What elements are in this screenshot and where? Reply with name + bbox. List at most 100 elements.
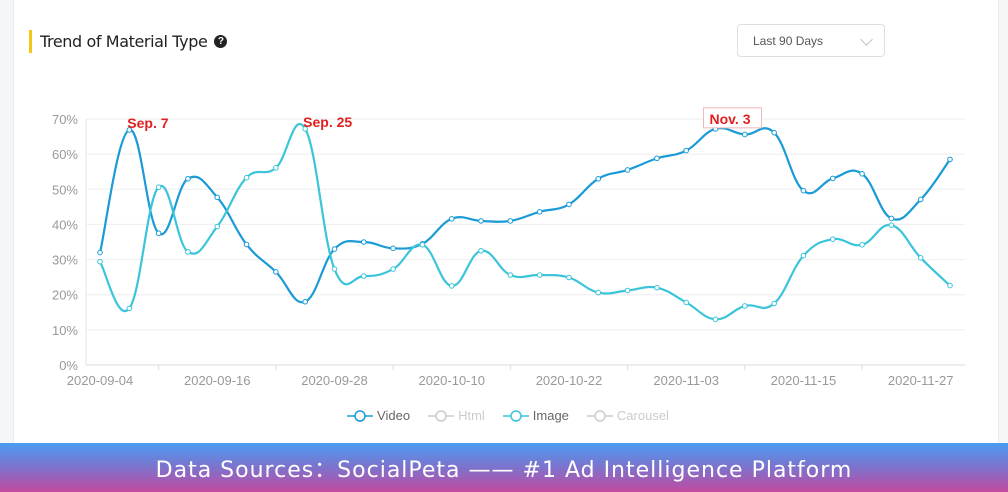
y-tick-label: 20% bbox=[52, 288, 78, 303]
chart-legend: Video Html Image Carousel bbox=[0, 408, 1008, 423]
data-point bbox=[273, 165, 279, 171]
y-tick-label: 10% bbox=[52, 323, 78, 338]
question-circle-icon[interactable]: ? bbox=[214, 35, 228, 48]
data-point bbox=[947, 156, 953, 163]
date-range-value: Last 90 Days bbox=[753, 33, 824, 48]
legend-item-video[interactable]: Video bbox=[347, 408, 410, 423]
data-point bbox=[507, 218, 514, 224]
data-point bbox=[185, 249, 191, 255]
data-point bbox=[859, 242, 865, 248]
page-title: Trend of Material Type bbox=[40, 32, 208, 51]
data-point bbox=[800, 252, 807, 259]
y-tick-label: 40% bbox=[52, 217, 78, 232]
data-point bbox=[829, 236, 836, 242]
annotation-label: Nov. 3 bbox=[710, 111, 751, 127]
annotation-label: Sep. 25 bbox=[303, 114, 352, 130]
data-point bbox=[390, 266, 396, 272]
annotation-label: Sep. 7 bbox=[127, 115, 168, 131]
data-point bbox=[624, 167, 631, 173]
data-point bbox=[155, 230, 162, 237]
legend-item-image[interactable]: Image bbox=[502, 408, 569, 423]
data-point bbox=[654, 284, 660, 291]
legend-label: Carousel bbox=[616, 408, 669, 423]
annotation-box bbox=[703, 107, 763, 129]
data-point bbox=[302, 126, 308, 132]
data-point bbox=[947, 282, 953, 289]
y-tick-label: 50% bbox=[52, 182, 78, 197]
legend-item-carousel[interactable]: Carousel bbox=[586, 408, 669, 423]
data-point bbox=[595, 175, 602, 182]
data-point bbox=[624, 287, 631, 294]
legend-label: Image bbox=[532, 408, 569, 423]
x-tick-label: 2020-11-15 bbox=[771, 373, 837, 388]
data-point bbox=[214, 194, 221, 201]
data-point bbox=[390, 245, 396, 252]
x-tick-label: 2020-10-10 bbox=[418, 373, 485, 388]
data-point bbox=[742, 131, 748, 138]
x-tick-label: 2020-11-03 bbox=[653, 373, 719, 388]
legend-item-html[interactable]: Html bbox=[428, 408, 485, 423]
data-point bbox=[712, 316, 719, 323]
data-point bbox=[800, 187, 807, 194]
banner-text: Data Sources：SocialPeta —— #1 Ad Intelli… bbox=[155, 457, 853, 483]
data-point bbox=[536, 272, 543, 278]
data-point bbox=[507, 272, 514, 278]
data-point bbox=[97, 249, 103, 256]
y-tick-label: 0% bbox=[59, 358, 78, 373]
data-point bbox=[97, 258, 103, 265]
data-point bbox=[536, 208, 543, 215]
date-range-select[interactable]: Last 90 Days bbox=[737, 24, 885, 57]
x-tick-label: 2020-09-04 bbox=[67, 373, 134, 388]
legend-marker-icon bbox=[586, 409, 613, 422]
data-point bbox=[888, 222, 895, 228]
data-source-banner: Data Sources：SocialPeta —— #1 Ad Intelli… bbox=[0, 443, 1008, 492]
data-point bbox=[214, 223, 221, 230]
data-point bbox=[155, 184, 162, 190]
y-tick-label: 60% bbox=[52, 147, 78, 162]
y-tick-label: 70% bbox=[52, 112, 78, 127]
data-point bbox=[742, 303, 748, 309]
line-chart: 0% 10% 20% 30% 40% 50% 60% 70% 2020-09-04 2020-09… bbox=[52, 107, 965, 388]
data-point bbox=[595, 289, 602, 296]
series-line-image bbox=[99, 123, 951, 321]
data-point bbox=[243, 174, 250, 181]
data-point bbox=[302, 298, 308, 305]
data-point bbox=[888, 215, 895, 222]
legend-label: Video bbox=[377, 408, 411, 423]
y-tick-label: 30% bbox=[52, 253, 78, 268]
data-point bbox=[566, 274, 572, 281]
x-tick-label: 2020-09-16 bbox=[184, 373, 251, 388]
data-point bbox=[419, 242, 426, 248]
data-point bbox=[771, 129, 777, 136]
data-point bbox=[683, 147, 690, 154]
data-point bbox=[126, 127, 133, 133]
data-point bbox=[478, 218, 484, 224]
legend-label: Html bbox=[458, 408, 485, 423]
legend-marker-icon bbox=[502, 409, 529, 422]
data-point bbox=[917, 196, 924, 203]
data-point bbox=[859, 171, 865, 177]
data-point bbox=[243, 241, 250, 248]
data-point bbox=[829, 175, 836, 182]
data-point bbox=[360, 239, 367, 245]
section-title: Trend of Material Type ? bbox=[29, 30, 228, 53]
data-point bbox=[448, 216, 455, 222]
data-point bbox=[331, 246, 338, 252]
data-point bbox=[771, 300, 777, 307]
data-point bbox=[683, 299, 690, 306]
series-video bbox=[97, 126, 953, 305]
data-point bbox=[566, 201, 572, 208]
x-tick-label: 2020-10-22 bbox=[536, 373, 603, 388]
x-tick-label: 2020-11-27 bbox=[888, 373, 954, 388]
data-point bbox=[331, 266, 338, 272]
data-point bbox=[448, 283, 455, 289]
legend-marker-icon bbox=[347, 409, 374, 422]
data-point bbox=[917, 255, 924, 261]
data-point bbox=[478, 247, 484, 254]
series-image bbox=[97, 123, 953, 323]
data-point bbox=[654, 155, 660, 162]
data-point bbox=[273, 269, 279, 275]
x-tick-label: 2020-09-28 bbox=[301, 373, 368, 388]
data-point bbox=[360, 273, 367, 279]
data-point bbox=[126, 305, 133, 312]
